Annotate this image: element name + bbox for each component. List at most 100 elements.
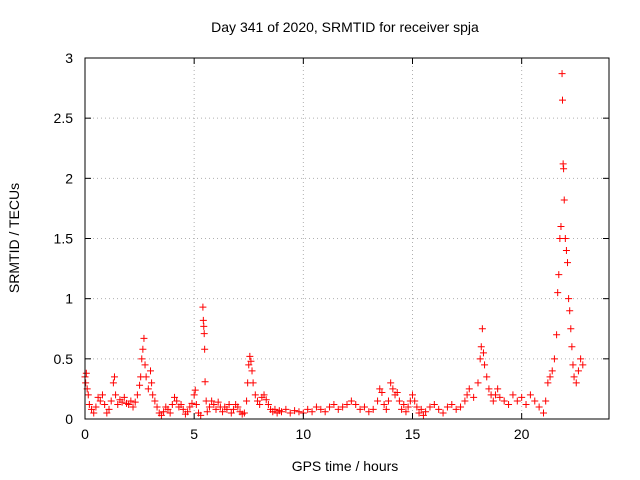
- data-point: [518, 393, 526, 401]
- y-tick-label: 0.5: [54, 351, 74, 367]
- data-point: [278, 408, 285, 416]
- data-point: [140, 334, 148, 342]
- data-point: [577, 355, 585, 363]
- data-point: [179, 405, 187, 413]
- data-point: [151, 397, 159, 405]
- data-point: [201, 378, 209, 386]
- data-point: [129, 403, 137, 411]
- data-point: [457, 403, 465, 411]
- data-point: [227, 409, 235, 417]
- data-point: [334, 405, 342, 413]
- data-point: [317, 405, 325, 413]
- data-point: [339, 403, 347, 411]
- data-point: [579, 361, 587, 369]
- data-point: [400, 401, 408, 409]
- data-point: [186, 403, 194, 411]
- data-point: [197, 411, 205, 419]
- data-point: [548, 367, 556, 375]
- data-point: [223, 405, 231, 413]
- data-point: [291, 407, 299, 415]
- data-point: [240, 409, 248, 417]
- data-point: [105, 405, 113, 413]
- data-point: [131, 398, 139, 406]
- x-tick-label: 15: [405, 426, 421, 442]
- data-point: [190, 391, 198, 399]
- data-point: [256, 401, 264, 409]
- data-point: [262, 396, 270, 404]
- data-point: [139, 345, 147, 353]
- data-point: [461, 397, 469, 405]
- data-point: [114, 401, 122, 409]
- data-point: [564, 259, 572, 267]
- data-point: [92, 403, 100, 411]
- data-point: [120, 393, 128, 401]
- data-point: [157, 411, 165, 419]
- data-point: [409, 391, 416, 399]
- data-point: [535, 403, 543, 411]
- data-point: [540, 409, 547, 417]
- data-point: [88, 405, 96, 413]
- data-point: [426, 403, 434, 411]
- data-point: [90, 409, 98, 417]
- data-point: [422, 408, 430, 416]
- data-point: [184, 408, 192, 416]
- data-point: [208, 397, 216, 405]
- data-point: [542, 397, 550, 405]
- data-point: [164, 405, 172, 413]
- data-point: [260, 391, 268, 399]
- data-point: [82, 379, 90, 387]
- data-point: [562, 247, 570, 255]
- data-point: [398, 405, 406, 413]
- data-point: [448, 401, 456, 409]
- data-point: [199, 303, 207, 311]
- data-point: [330, 401, 338, 409]
- data-point: [382, 405, 390, 413]
- data-point: [558, 70, 566, 78]
- data-point: [352, 401, 360, 409]
- data-point: [572, 379, 580, 387]
- data-point: [561, 235, 569, 242]
- data-point: [404, 403, 412, 411]
- data-point: [149, 391, 157, 399]
- data-point: [246, 352, 254, 360]
- data-point: [112, 391, 120, 399]
- y-tick-label: 3: [65, 50, 73, 66]
- data-point: [243, 397, 251, 405]
- data-point: [479, 349, 487, 357]
- data-point: [295, 408, 303, 416]
- data-point: [249, 379, 257, 387]
- data-point: [234, 403, 242, 411]
- data-point: [219, 408, 227, 416]
- data-point: [203, 408, 211, 416]
- data-point: [210, 401, 218, 409]
- data-point: [470, 393, 478, 401]
- data-point: [168, 401, 176, 409]
- data-point: [247, 357, 255, 365]
- data-point: [384, 397, 392, 405]
- data-point: [560, 196, 568, 204]
- data-point: [505, 401, 513, 409]
- data-point: [369, 405, 377, 413]
- data-point: [264, 401, 272, 409]
- axis-ticks: 0 5 10 15 20 0 0.5 1 1.5 2 2.5 3: [54, 50, 609, 442]
- data-point: [430, 401, 438, 409]
- data-point: [321, 408, 329, 416]
- data-point: [566, 307, 574, 315]
- data-point: [141, 361, 149, 369]
- data-point: [439, 409, 447, 417]
- data-point: [560, 165, 568, 173]
- data-point: [570, 373, 578, 381]
- data-point: [522, 401, 530, 409]
- data-point: [491, 391, 499, 399]
- x-tick-label: 0: [81, 426, 89, 442]
- chart-title: Day 341 of 2020, SRMTID for receiver spj…: [211, 19, 479, 35]
- y-tick-label: 2: [65, 170, 73, 186]
- data-point: [127, 397, 135, 405]
- data-point: [133, 391, 141, 399]
- data-point: [153, 403, 161, 411]
- data-point: [245, 361, 253, 369]
- y-axis-label: SRMTID / TECUs: [6, 183, 22, 293]
- data-point: [435, 405, 443, 413]
- data-point: [419, 411, 427, 419]
- data-point: [489, 397, 497, 405]
